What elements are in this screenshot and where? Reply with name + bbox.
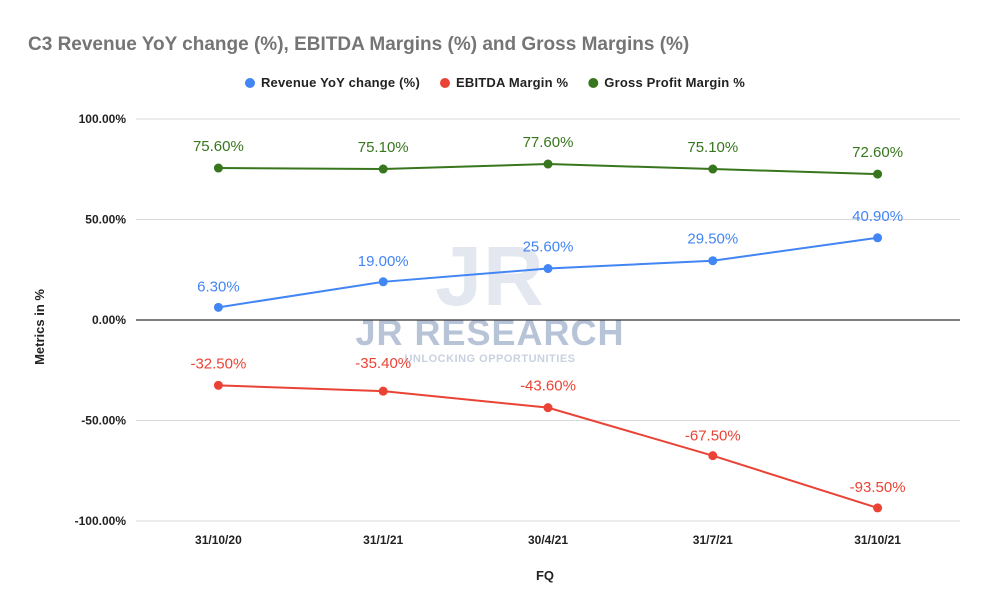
legend-item: EBITDA Margin % [439,75,569,90]
series-2: 75.60% 75.10% 77.60% 75.10% 72.60% [193,134,903,179]
data-label: 29.50% [687,231,738,248]
gridlines [136,118,960,522]
data-label: -43.60% [520,378,576,395]
y-tick-label: 0.00% [92,313,126,327]
data-label: 77.60% [523,134,574,151]
data-label: -35.40% [355,355,411,372]
data-label: -32.50% [190,355,246,372]
legend-marker [439,78,450,88]
data-point [213,163,223,173]
x-tick-label: 31/10/21 [854,533,901,547]
data-label: 6.30% [197,278,240,295]
legend: Revenue YoY change (%) EBITDA Margin % Gro… [244,75,745,90]
data-point [213,302,223,312]
data-point [543,264,553,274]
legend-item: Revenue YoY change (%) [244,75,420,90]
data-label: 19.00% [358,253,409,270]
data-point [708,164,718,174]
series-0: 6.30% 19.00% 25.60% 29.50% 40.90% [197,208,903,312]
x-tick-label: 31/7/21 [693,533,733,547]
data-label: -67.50% [685,428,741,445]
data-label: 75.60% [193,138,244,155]
data-point [873,503,883,513]
watermark-tagline: UNLOCKING OPPORTUNITIES [404,353,575,365]
series-layer: 6.30% 19.00% 25.60% 29.50% 40.90% -32.50% -35.… [190,134,906,513]
x-axis-title: FQ [536,568,554,583]
data-label: 72.60% [852,144,903,161]
y-tick-label: -100.00% [75,514,127,528]
data-label: 75.10% [687,139,738,156]
y-tick-label: -50.00% [81,414,126,428]
data-point [873,233,883,243]
chart-title: C3 Revenue YoY change (%), EBITDA Margin… [28,34,689,55]
y-tick-label: 50.00% [85,213,126,227]
y-tick-label: 100.00% [79,112,127,126]
data-point [708,451,718,461]
data-point [378,386,388,396]
data-point [378,164,388,174]
data-point [378,277,388,287]
x-axis-ticks: 31/10/20 31/1/21 30/4/21 31/7/21 31/10/21 [195,533,901,547]
data-label: -93.50% [850,479,906,496]
data-label: 25.60% [523,239,574,256]
y-axis-ticks: 100.00% 50.00% 0.00% -50.00% -100.00% [75,112,127,528]
watermark-name: JR RESEARCH [355,312,624,353]
data-label: 75.10% [358,139,409,156]
x-tick-label: 31/10/20 [195,533,242,547]
watermark: JR JR RESEARCH UNLOCKING OPPORTUNITIES [355,229,624,365]
legend-label: Gross Profit Margin % [604,75,745,90]
data-point [708,256,718,266]
data-point [543,159,553,169]
series-1: -32.50% -35.40% -43.60% -67.50% -93.50% [190,355,906,513]
data-label: 40.90% [852,208,903,225]
legend-label: EBITDA Margin % [456,75,569,90]
legend-marker [244,78,255,88]
legend-item: Gross Profit Margin % [588,75,745,90]
legend-marker [588,78,599,88]
x-tick-label: 31/1/21 [363,533,403,547]
legend-label: Revenue YoY change (%) [261,75,420,90]
data-point [213,380,223,390]
data-point [543,403,553,413]
y-axis-title: Metrics in % [32,289,47,365]
data-point [873,169,883,179]
x-tick-label: 30/4/21 [528,533,568,547]
